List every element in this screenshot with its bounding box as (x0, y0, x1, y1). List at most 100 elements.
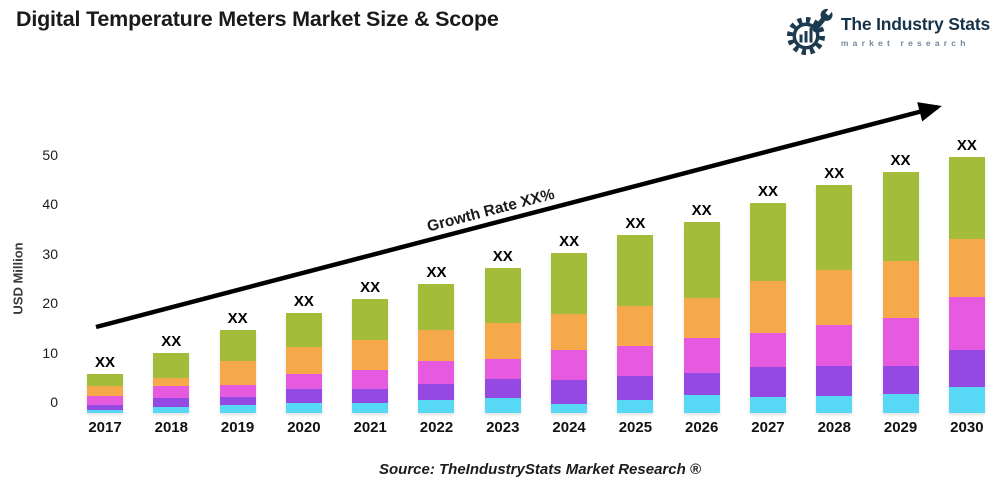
bar-value-label: XX (492, 247, 513, 265)
bar-segment-cyan-bottom (617, 399, 654, 413)
bar-segment-purple (87, 404, 123, 410)
bar-column: XX (816, 166, 853, 413)
bar-segment-magenta (948, 296, 985, 350)
bar-stack (551, 252, 588, 413)
bar-segment-cyan-bottom (816, 395, 853, 413)
bar-value-label: XX (691, 202, 712, 220)
x-axis-label: 2028 (817, 419, 851, 436)
bar-segment-purple (882, 366, 919, 395)
bar-value-label: XX (227, 310, 248, 328)
bar-segment-green-top (749, 202, 786, 282)
bar-segment-magenta (153, 386, 190, 398)
bar-value-label: XX (161, 332, 182, 350)
bar-segment-magenta (418, 361, 455, 385)
bar-segment-orange (352, 340, 389, 370)
bar-segment-orange (418, 330, 455, 362)
x-axis-label: 2029 (883, 419, 918, 436)
bar-segment-magenta (551, 350, 588, 381)
bar-column: XX (551, 232, 588, 413)
bar-segment-green-top (418, 284, 455, 331)
x-axis-label: 2025 (618, 419, 653, 436)
bar-column: XX (285, 292, 322, 413)
y-tick-label: 10 (42, 344, 58, 361)
x-axis-labels: 2017 2018 2019 2020 2021 2022 2023 2024 2025 2026… (87, 419, 985, 436)
brand-logo: The Industry Stats market research (784, 6, 990, 56)
bar-value-label: XX (360, 279, 381, 297)
bar-column: XX (484, 247, 521, 413)
bar-segment-purple (617, 375, 654, 400)
bar-column: XX (352, 279, 389, 413)
bar-segment-magenta (683, 337, 720, 374)
logo-name: The Industry Stats (840, 14, 990, 34)
bar-segment-cyan-bottom (352, 402, 389, 413)
bar-segment-green-top (87, 374, 123, 387)
bar-segment-green-top (617, 234, 654, 306)
bar-segment-orange (617, 305, 654, 346)
bar-segment-purple (484, 379, 521, 398)
bar-segment-cyan-bottom (882, 394, 919, 413)
bar-value-label: XX (293, 292, 314, 310)
bar-segment-orange (551, 314, 588, 351)
bar-segment-cyan-bottom (285, 402, 322, 413)
bar-value-label: XX (757, 182, 778, 200)
bar-value-label: XX (426, 264, 447, 282)
bar-stack (219, 330, 256, 413)
bar-segment-magenta (285, 373, 322, 390)
bar-segment-orange (683, 298, 720, 338)
bar-segment-magenta (87, 396, 123, 405)
y-tick-label: 40 (42, 196, 58, 213)
bar-column: XX (749, 182, 786, 413)
y-tick-label: 0 (50, 394, 58, 410)
logo-text: The Industry Stats market research (841, 14, 990, 48)
bar-segment-cyan-bottom (749, 397, 786, 413)
logo-subtitle: market research (840, 38, 970, 48)
bar-segment-orange (87, 386, 123, 397)
bar-segment-cyan-bottom (153, 407, 190, 413)
bar-stack (948, 157, 985, 413)
bar-stack (749, 202, 786, 413)
bar-segment-orange (285, 347, 322, 374)
y-tick-label: 50 (42, 147, 58, 163)
x-axis-label: 2030 (950, 419, 984, 436)
bar-column: XX (153, 332, 190, 413)
bar-column: XX (882, 153, 919, 413)
bar-segment-magenta (617, 345, 654, 376)
bar-segment-green-top (882, 172, 919, 261)
bar-segment-magenta (484, 358, 521, 380)
bars-area: XX XX XX XX XX XX XX XX XX XX XX XX XX XX (87, 0, 985, 413)
bar-segment-cyan-bottom (418, 400, 455, 413)
bar-segment-green-top (683, 222, 720, 299)
bar-stack (285, 312, 322, 413)
bar-column: XX (418, 264, 455, 413)
bar-segment-purple (948, 349, 985, 387)
bar-segment-purple (816, 365, 853, 396)
bar-segment-magenta (749, 333, 786, 368)
x-axis-label: 2019 (220, 419, 255, 436)
y-tick-label: 30 (42, 245, 58, 262)
bar-value-label: XX (559, 232, 580, 250)
bar-segment-green-top (285, 312, 322, 348)
bar-stack (816, 185, 853, 413)
bar-column: XX (617, 214, 654, 413)
y-tick-label: 20 (42, 295, 58, 312)
bar-segment-green-top (816, 185, 853, 271)
bar-segment-green-top (153, 352, 190, 378)
bar-segment-purple (352, 388, 389, 403)
bar-segment-green-top (948, 157, 985, 239)
bar-segment-purple (551, 380, 588, 404)
bar-column: XX (683, 202, 720, 413)
bar-segment-purple (749, 367, 786, 398)
bar-segment-orange (749, 281, 786, 334)
bar-value-label: XX (625, 214, 646, 232)
bar-stack (418, 284, 455, 413)
gear-wrench-chart-icon (786, 7, 834, 55)
bar-segment-orange (882, 260, 919, 318)
bar-stack (352, 299, 389, 413)
bar-segment-cyan-bottom (87, 409, 123, 413)
bar-column: XX (219, 310, 256, 413)
bar-segment-green-top (484, 267, 521, 323)
bar-stack (683, 222, 720, 413)
bar-segment-magenta (219, 385, 256, 398)
bar-segment-purple (683, 373, 720, 395)
